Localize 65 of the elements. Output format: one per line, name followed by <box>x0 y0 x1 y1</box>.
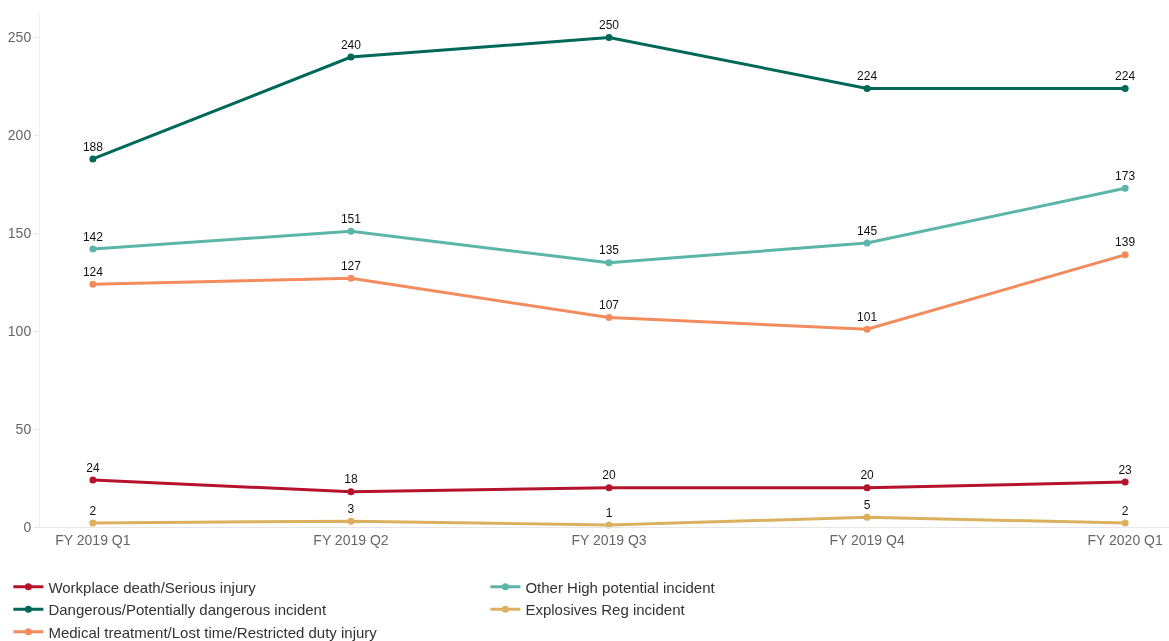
point <box>1121 184 1129 192</box>
data-label: 20 <box>602 468 617 483</box>
point <box>89 280 97 288</box>
data-label: 135 <box>599 243 620 258</box>
data-label: 188 <box>82 139 104 154</box>
data-label: 1 <box>605 505 613 520</box>
y-tick-label: 50 <box>15 421 32 437</box>
legend-label: Explosives Reg incident <box>525 601 686 619</box>
data-label: 2 <box>89 503 97 518</box>
point <box>605 313 613 321</box>
point <box>347 274 355 282</box>
point <box>863 513 871 521</box>
data-label: 18 <box>344 472 358 487</box>
data-label: 24 <box>86 460 100 475</box>
legend-label: Medical treatment/Lost time/Restricted duty injury <box>48 623 378 641</box>
data-label: 2 <box>1121 503 1129 518</box>
data-label: 240 <box>340 37 362 52</box>
point <box>347 517 355 525</box>
point <box>863 484 871 492</box>
point <box>347 227 355 235</box>
point <box>1121 519 1129 527</box>
y-tick-label: 250 <box>7 29 32 46</box>
data-label: 101 <box>857 309 878 324</box>
x-tick-label: FY 2019 Q4 <box>829 531 905 548</box>
point <box>605 484 613 492</box>
data-label: 3 <box>347 501 355 516</box>
x-tick-label: FY 2019 Q3 <box>571 531 647 548</box>
point <box>863 84 871 92</box>
y-tick-label: 150 <box>7 225 32 242</box>
point <box>347 488 355 496</box>
point <box>863 325 871 333</box>
data-label: 224 <box>857 69 878 84</box>
x-tick-label: FY 2019 Q2 <box>313 531 389 548</box>
data-label: 5 <box>863 497 871 512</box>
legend-label: Dangerous/Potentially dangerous incident <box>48 601 327 619</box>
point <box>605 34 613 41</box>
data-label: 139 <box>1115 235 1136 250</box>
data-label: 23 <box>1118 462 1133 477</box>
data-label: 151 <box>340 211 362 226</box>
data-label: 173 <box>1115 168 1136 183</box>
point <box>1121 84 1129 92</box>
data-label: 224 <box>1115 69 1136 84</box>
data-label: 142 <box>82 229 104 244</box>
data-label: 124 <box>82 264 104 279</box>
x-tick-label: FY 2020 Q1 <box>1087 531 1163 548</box>
legend-label: Workplace death/Serious injury <box>48 578 257 596</box>
data-label: 250 <box>599 18 620 33</box>
point <box>89 245 97 253</box>
point <box>1121 251 1129 259</box>
data-label: 127 <box>340 258 362 273</box>
y-tick-label: 100 <box>7 323 32 340</box>
point <box>605 259 613 267</box>
legend-label: Other High potential incident <box>525 578 716 596</box>
data-label: 20 <box>860 468 875 483</box>
point <box>89 476 97 484</box>
point <box>347 53 355 61</box>
x-tick-label: FY 2019 Q1 <box>55 531 131 548</box>
data-label: 107 <box>599 298 620 313</box>
point <box>863 239 871 247</box>
y-tick-label: 0 <box>23 518 32 535</box>
y-tick-label: 200 <box>7 127 32 144</box>
point <box>89 519 97 527</box>
point <box>89 155 97 163</box>
data-label: 145 <box>857 223 878 238</box>
point <box>1121 478 1129 486</box>
